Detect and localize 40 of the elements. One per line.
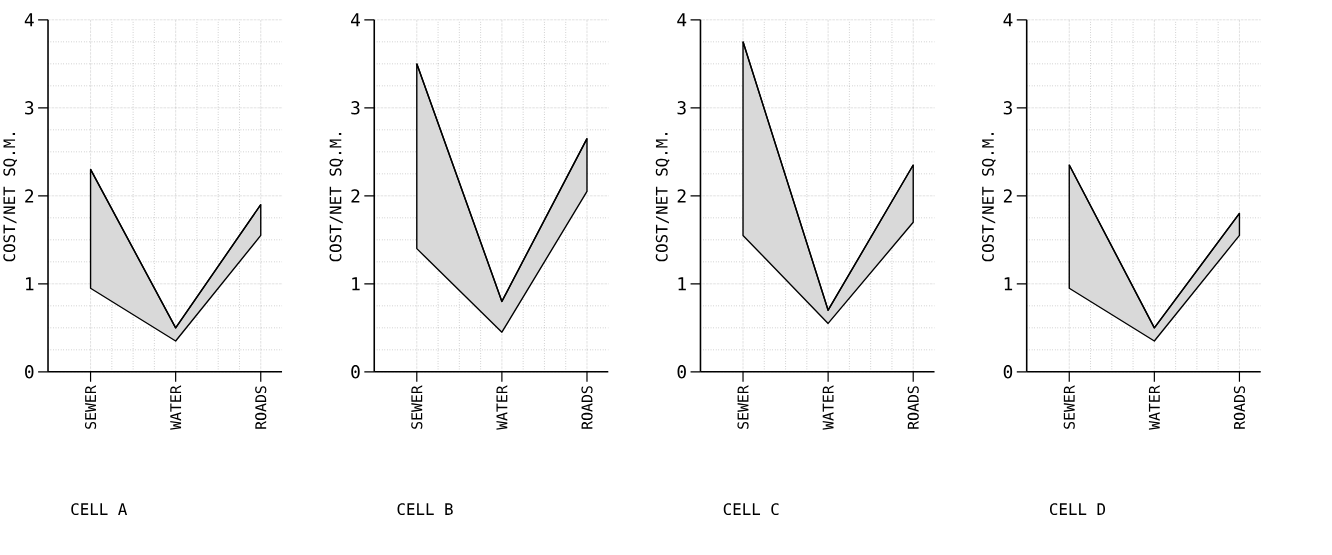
y-tick-label: 4 [677, 13, 687, 27]
x-tick-label: WATER [170, 385, 182, 430]
y-tick-label: 3 [1003, 100, 1012, 115]
y-tick-label: 0 [1003, 364, 1013, 379]
y-axis-title: COST/NET SQ.M. [329, 132, 344, 262]
y-tick-label: 4 [1003, 13, 1013, 27]
x-tick-label: ROADS [255, 386, 267, 429]
y-tick-label: 4 [351, 13, 360, 27]
x-tick-label: WATER [496, 385, 508, 430]
y-tick-label: 2 [1003, 189, 1012, 203]
y-tick-label: 3 [677, 100, 686, 115]
y-tick-label: 4 [24, 13, 34, 27]
text: CELL B [397, 503, 453, 515]
x-tick-label: SEWER [737, 385, 749, 429]
y-tick-label: 2 [351, 189, 360, 203]
text: CELL A [71, 503, 128, 515]
y-tick-label: 3 [25, 100, 34, 115]
y-axis-title: COST/NET SQ.M. [3, 132, 18, 262]
y-tick-label: 3 [351, 100, 360, 115]
y-tick-label: 1 [678, 277, 686, 291]
x-tick-label: SEWER [84, 385, 97, 429]
x-tick-label: ROADS [907, 386, 919, 429]
y-tick-label: 2 [25, 189, 34, 203]
text: CELL C [723, 503, 779, 515]
y-tick-label: 2 [677, 189, 686, 203]
y-tick-label: 0 [25, 364, 34, 379]
y-axis-title: COST/NET SQ.M. [982, 132, 996, 262]
y-tick-label: 0 [351, 364, 360, 379]
y-axis-title: COST/NET SQ.M. [655, 132, 670, 262]
x-tick-label: WATER [1148, 385, 1160, 430]
text: CELL D [1049, 503, 1106, 515]
y-tick-label: 1 [352, 277, 360, 291]
x-tick-label: ROADS [1233, 386, 1246, 429]
x-tick-label: ROADS [581, 386, 593, 429]
y-tick-label: 1 [26, 277, 34, 291]
x-tick-label: WATER [822, 385, 834, 430]
x-tick-label: SEWER [411, 385, 423, 429]
x-tick-label: SEWER [1063, 385, 1075, 429]
y-tick-label: 0 [677, 364, 686, 379]
y-tick-label: 1 [1004, 277, 1013, 291]
